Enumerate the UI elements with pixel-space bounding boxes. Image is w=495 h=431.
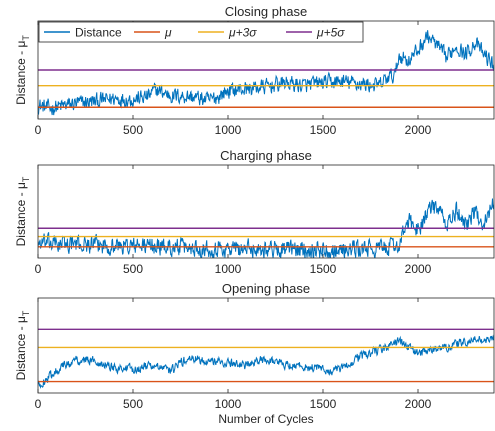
legend-item-distance: Distance bbox=[44, 26, 122, 40]
axes-box bbox=[37, 20, 495, 120]
legend-label-distance: Distance bbox=[75, 26, 122, 40]
x-tick-label: 1500 bbox=[310, 123, 337, 137]
x-tick-label: 500 bbox=[123, 397, 143, 411]
panel-opening-phase: Opening phase 0 500 1000 1500 2000 Distance - … bbox=[14, 281, 495, 426]
panel-title: Opening phase bbox=[222, 281, 310, 296]
legend: Distance μ μ+3σ μ+5σ bbox=[38, 21, 364, 43]
series-distance bbox=[38, 30, 494, 116]
y-axis-label: Distance - μT bbox=[14, 310, 31, 380]
y-axis-label: Distance - μT bbox=[14, 176, 31, 246]
legend-item-mu: μ bbox=[134, 26, 172, 40]
x-tick-label: 0 bbox=[35, 123, 42, 137]
x-tick-label: 2000 bbox=[405, 262, 432, 276]
axes-box bbox=[37, 297, 495, 394]
legend-label-mu: μ bbox=[164, 26, 172, 40]
x-tick-label: 500 bbox=[123, 262, 143, 276]
x-tick-label: 0 bbox=[35, 397, 42, 411]
series-distance bbox=[38, 334, 494, 390]
x-tick-label: 2000 bbox=[405, 397, 432, 411]
series-distance bbox=[38, 198, 494, 258]
x-axis-label: Number of Cycles bbox=[218, 412, 313, 426]
legend-label-mu3: μ+3σ bbox=[228, 26, 257, 40]
x-tick-label: 1000 bbox=[215, 262, 242, 276]
x-tick-label: 1000 bbox=[215, 397, 242, 411]
y-axis-label: Distance - μT bbox=[14, 35, 31, 105]
x-tick-label: 1000 bbox=[215, 123, 242, 137]
x-tick-label: 1500 bbox=[310, 262, 337, 276]
x-tick-label: 2000 bbox=[405, 123, 432, 137]
panel-closing-phase: Closing phase 0 500 1000 1500 2000 Distance - … bbox=[14, 4, 495, 137]
legend-item-mu3: μ+3σ bbox=[198, 26, 257, 40]
x-tick-label: 500 bbox=[123, 123, 143, 137]
panel-title: Charging phase bbox=[220, 148, 312, 163]
panel-charging-phase: Charging phase 0 500 1000 1500 2000 Distance -… bbox=[14, 148, 495, 276]
panel-title: Closing phase bbox=[225, 4, 307, 19]
x-tick-label: 1500 bbox=[310, 397, 337, 411]
legend-item-mu5: μ+5σ bbox=[286, 26, 345, 40]
x-tick-label: 0 bbox=[35, 262, 42, 276]
axes-box bbox=[37, 164, 495, 259]
legend-label-mu5: μ+5σ bbox=[316, 26, 345, 40]
